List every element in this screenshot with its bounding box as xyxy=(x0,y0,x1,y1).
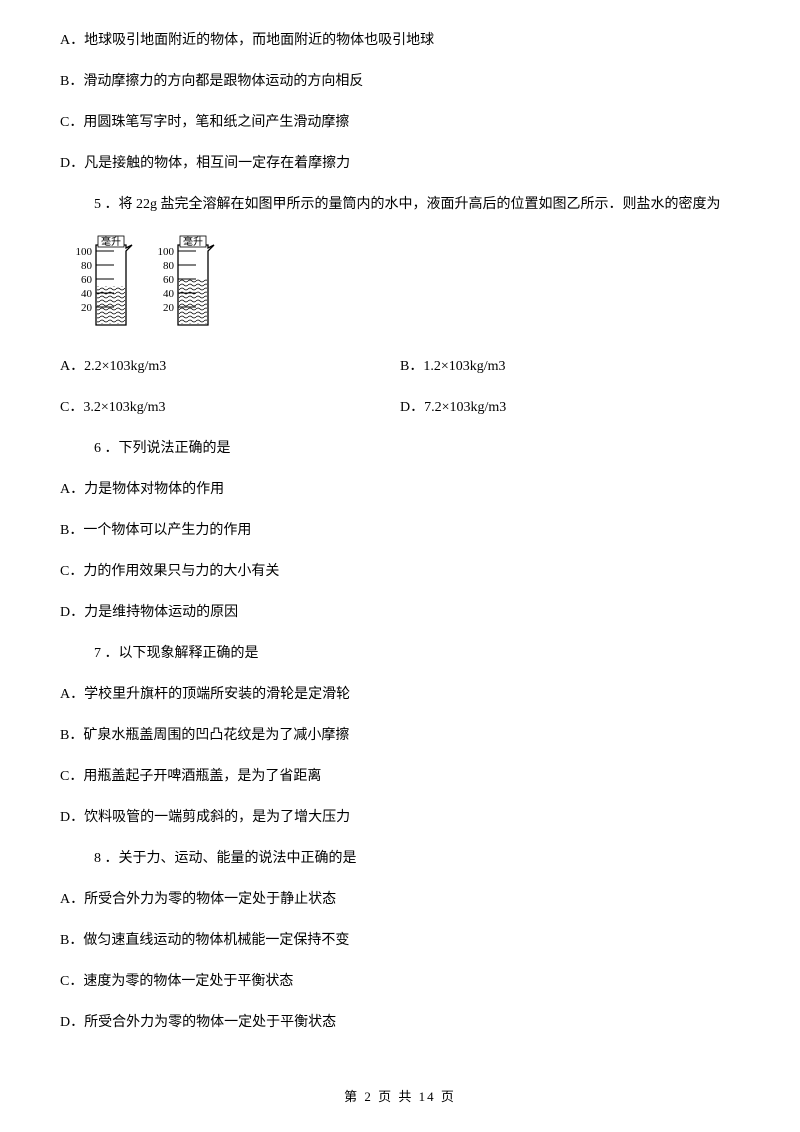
q8-option-b: B．做匀速直线运动的物体机械能一定保持不变 xyxy=(60,930,740,951)
q5-options-row2: C．3.2×103kg/m3 D．7.2×103kg/m3 xyxy=(60,397,740,418)
q7-option-b: B．矿泉水瓶盖周围的凹凸花纹是为了减小摩擦 xyxy=(60,725,740,746)
svg-text:100: 100 xyxy=(158,246,175,258)
q6-stem: 6 ．下列说法正确的是 xyxy=(60,438,740,459)
q8-option-c: C．速度为零的物体一定处于平衡状态 xyxy=(60,971,740,992)
q5-option-d: D．7.2×103kg/m3 xyxy=(400,397,740,418)
q7-option-a: A．学校里升旗杆的顶端所安装的滑轮是定滑轮 xyxy=(60,684,740,705)
q6-option-b: B．一个物体可以产生力的作用 xyxy=(60,520,740,541)
svg-text:60: 60 xyxy=(163,274,175,286)
q5-option-a: A．2.2×103kg/m3 xyxy=(60,356,400,377)
q5-stem: 5 ．将 22g 盐完全溶解在如图甲所示的量筒内的水中，液面升高后的位置如图乙所… xyxy=(60,194,740,215)
graduated-cylinders-figure: 100 80 60 40 20 毫升 100 80 60 40 20 毫升 xyxy=(60,235,240,342)
q6-option-a: A．力是物体对物体的作用 xyxy=(60,479,740,500)
q5-option-c: C．3.2×103kg/m3 xyxy=(60,397,400,418)
q8-option-d: D．所受合外力为零的物体一定处于平衡状态 xyxy=(60,1012,740,1033)
svg-text:80: 80 xyxy=(163,260,175,272)
svg-text:40: 40 xyxy=(163,288,175,300)
q8-stem: 8 ．关于力、运动、能量的说法中正确的是 xyxy=(60,848,740,869)
svg-text:20: 20 xyxy=(81,302,93,314)
svg-text:80: 80 xyxy=(81,260,93,272)
q4-option-b: B．滑动摩擦力的方向都是跟物体运动的方向相反 xyxy=(60,71,740,92)
svg-text:100: 100 xyxy=(76,246,93,258)
q5-figure: 100 80 60 40 20 毫升 100 80 60 40 20 毫升 xyxy=(60,235,740,342)
svg-text:毫升: 毫升 xyxy=(183,235,203,248)
cylinders-svg: 100 80 60 40 20 毫升 100 80 60 40 20 毫升 xyxy=(60,235,240,335)
q6-option-d: D．力是维持物体运动的原因 xyxy=(60,602,740,623)
q4-option-a: A．地球吸引地面附近的物体，而地面附近的物体也吸引地球 xyxy=(60,30,740,51)
q6-option-c: C．力的作用效果只与力的大小有关 xyxy=(60,561,740,582)
q7-option-d: D．饮料吸管的一端剪成斜的，是为了增大压力 xyxy=(60,807,740,828)
svg-text:60: 60 xyxy=(81,274,93,286)
q8-option-a: A．所受合外力为零的物体一定处于静止状态 xyxy=(60,889,740,910)
q5-options-row1: A．2.2×103kg/m3 B．1.2×103kg/m3 xyxy=(60,356,740,377)
page-footer: 第 2 页 共 14 页 xyxy=(0,1087,800,1107)
q7-stem: 7 ．以下现象解释正确的是 xyxy=(60,643,740,664)
q4-option-c: C．用圆珠笔写字时，笔和纸之间产生滑动摩擦 xyxy=(60,112,740,133)
q4-option-d: D．凡是接触的物体，相互间一定存在着摩擦力 xyxy=(60,153,740,174)
q7-option-c: C．用瓶盖起子开啤酒瓶盖，是为了省距离 xyxy=(60,766,740,787)
q5-option-b: B．1.2×103kg/m3 xyxy=(400,356,740,377)
svg-text:20: 20 xyxy=(163,302,175,314)
svg-text:毫升: 毫升 xyxy=(101,235,121,248)
svg-text:40: 40 xyxy=(81,288,93,300)
